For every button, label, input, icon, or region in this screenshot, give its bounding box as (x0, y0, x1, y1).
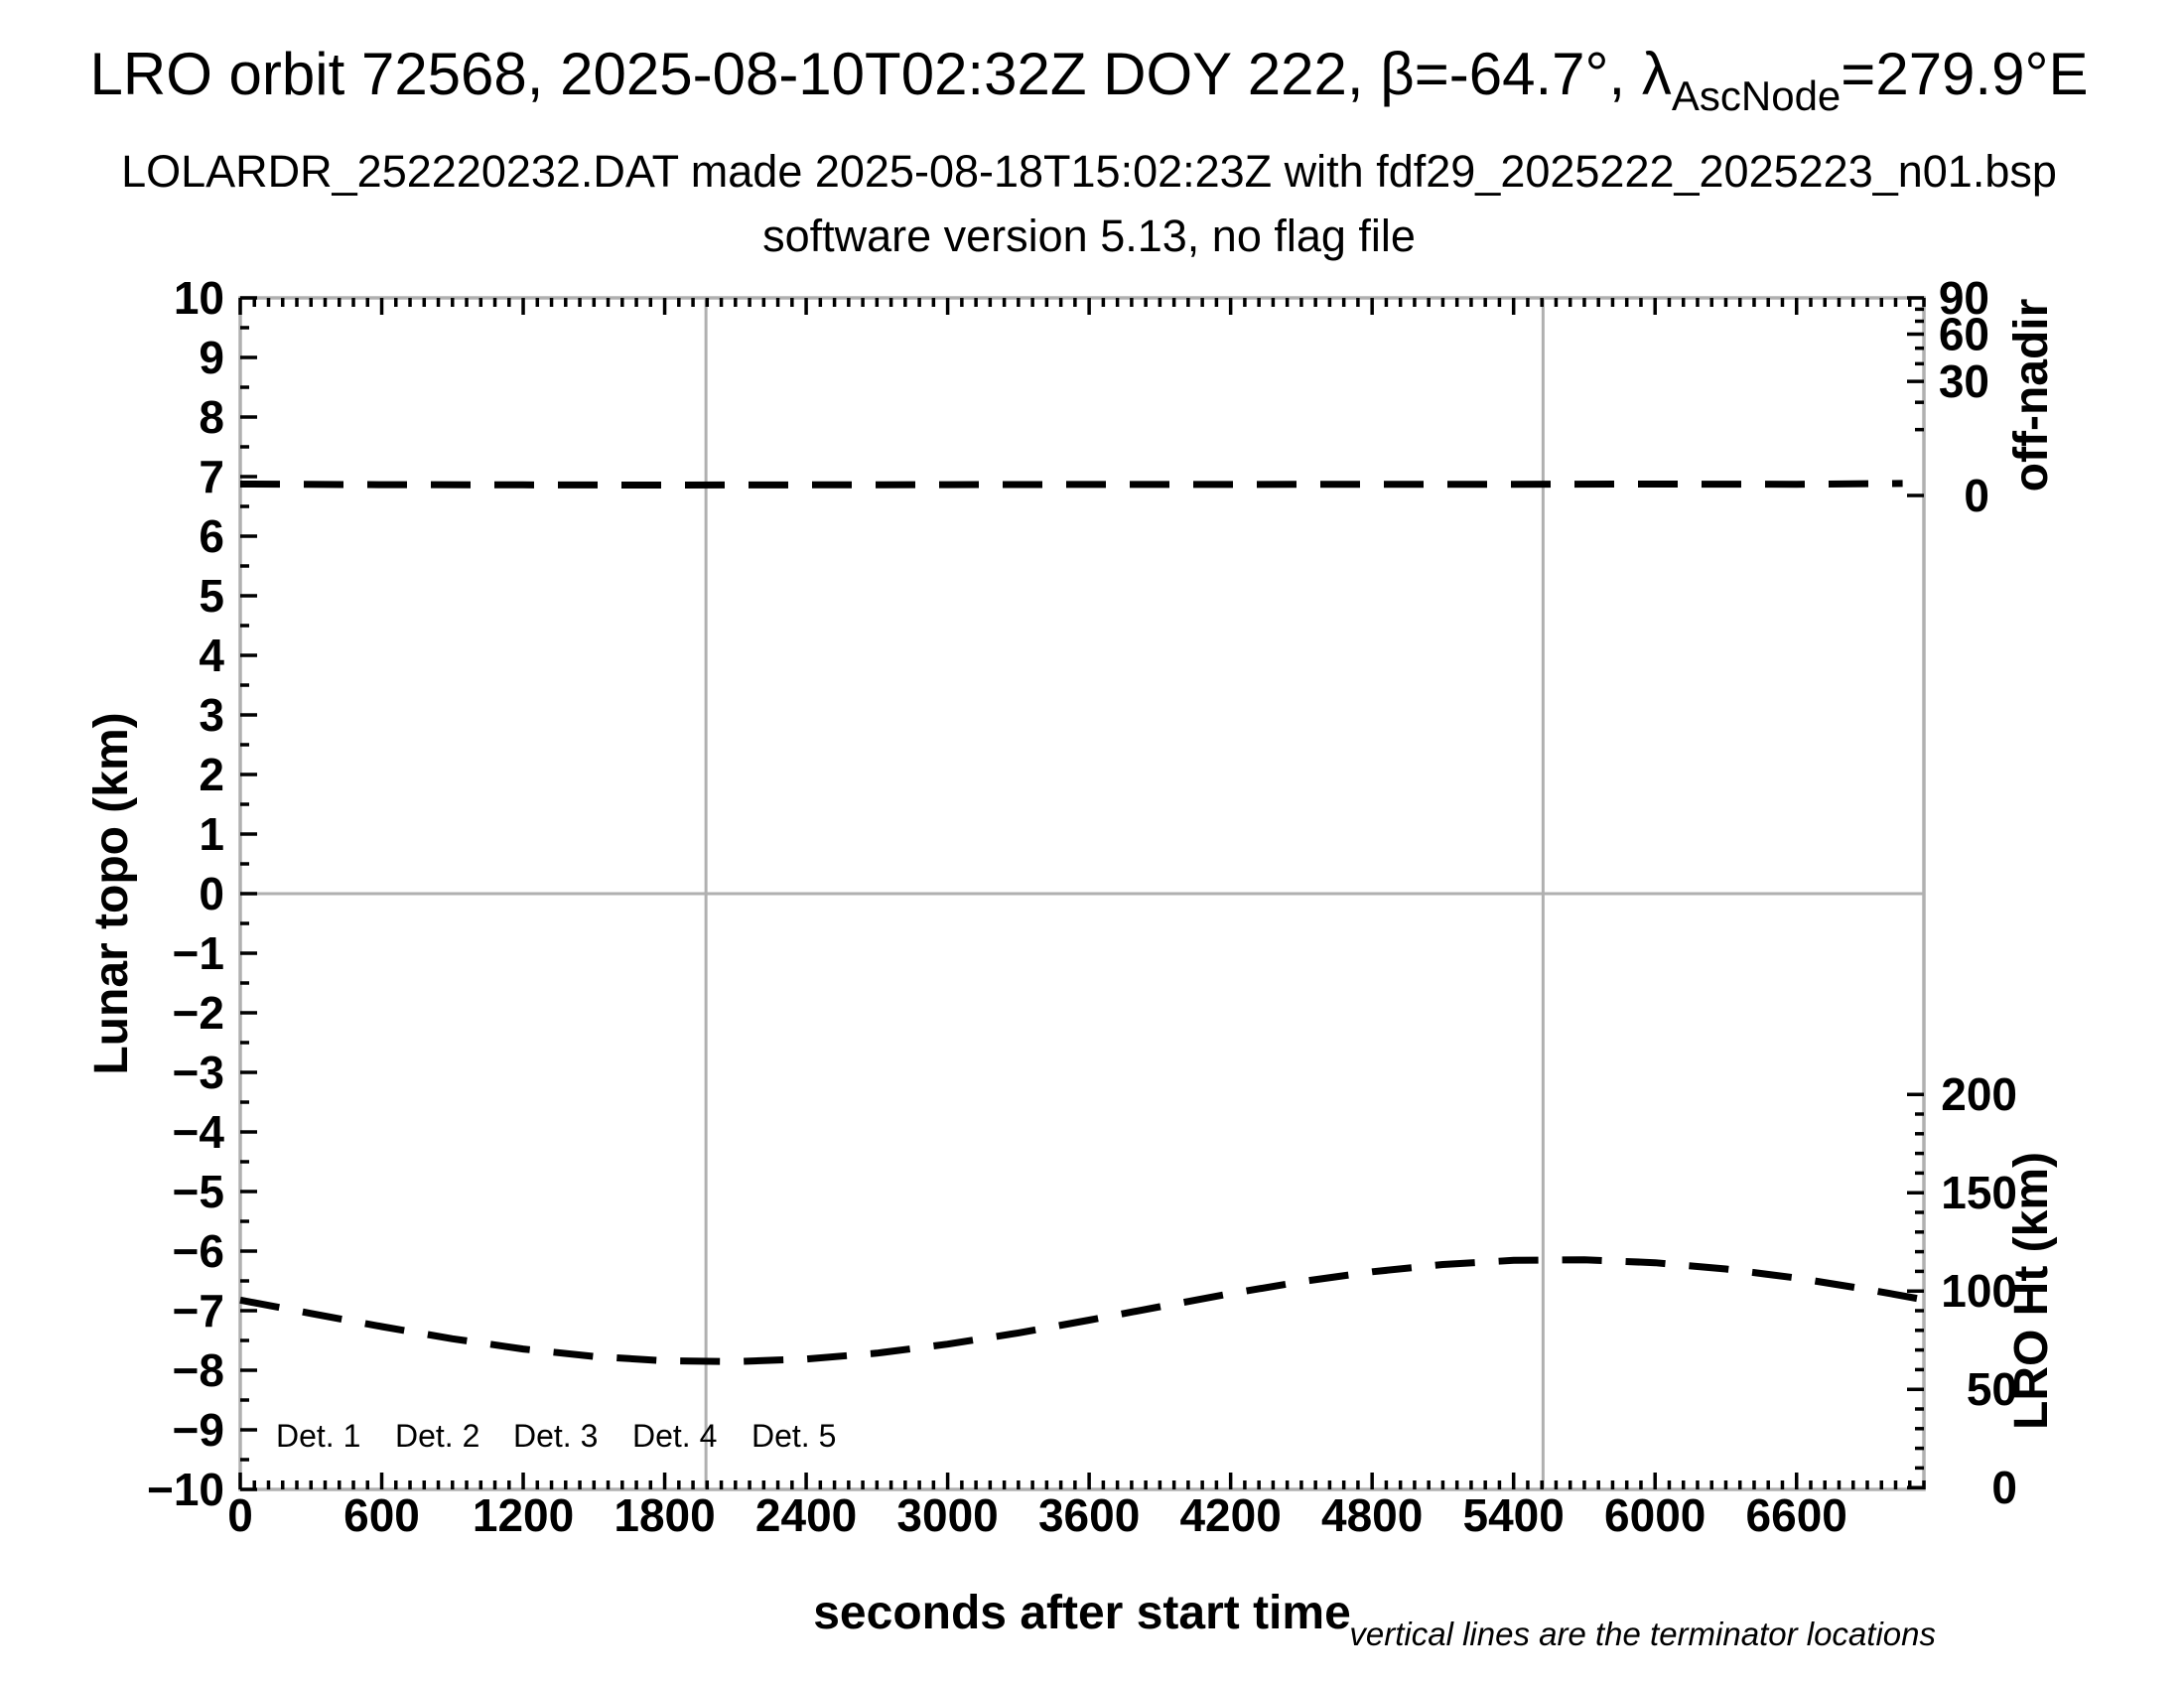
y-axis-title-off-nadir: off-nadir (2005, 299, 2058, 492)
y-left-tick-label: −4 (173, 1106, 225, 1158)
y-left-tick-label: −10 (147, 1464, 224, 1515)
legend-item-det-1: Det. 1 (276, 1418, 360, 1454)
x-tick-label: 0 (227, 1489, 253, 1541)
legend: Det. 1 Det. 2 Det. 3 Det. 4 Det. 5 (276, 1418, 836, 1454)
x-tick-label: 4800 (1321, 1489, 1423, 1541)
off-nadir-tick-label: 0 (1964, 470, 1989, 521)
x-tick-label: 6000 (1604, 1489, 1706, 1541)
terminator-footnote: vertical lines are the terminator locati… (1349, 1616, 1936, 1652)
y-left-tick-label: 5 (199, 570, 224, 622)
chart-subtitle: LOLARDR_252220232.DAT made 2025-08-18T15… (121, 146, 2057, 197)
x-axis-title: seconds after start time (813, 1587, 1351, 1639)
chart-title-main: LRO orbit 72568, 2025-08-10T02:32Z DOY 2… (90, 41, 1672, 107)
y-left-tick-label: 3 (199, 689, 224, 741)
tick-labels-layer: 0 600 1200 1800 2400 3000 3600 4200 4800 5400 6000… (147, 272, 2017, 1541)
y-left-tick-label: 8 (199, 391, 224, 443)
off-nadir-tick-label: 60 (1939, 309, 1989, 360)
y-left-tick-label: −6 (173, 1225, 224, 1277)
y-left-tick-label: 9 (199, 332, 224, 383)
y-left-tick-label: −9 (173, 1404, 224, 1456)
x-tick-label: 4200 (1179, 1489, 1281, 1541)
ticks-layer (238, 296, 1926, 1491)
y-left-tick-label: 2 (199, 749, 224, 800)
lro-height-curve (239, 1256, 1925, 1365)
y-left-tick-label: 7 (199, 451, 224, 502)
y-left-tick-label: −5 (173, 1166, 224, 1217)
plot-frame-layer (238, 296, 1926, 1491)
lro-ht-tick-label: 100 (1941, 1265, 2017, 1317)
x-tick-label: 1200 (473, 1489, 574, 1541)
y-left-tick-label: 1 (199, 808, 224, 860)
y-axis-title-lro-ht: LRO Ht (km) (2005, 1152, 2058, 1430)
y-left-tick-label: −1 (173, 927, 224, 979)
x-tick-label: 6600 (1746, 1489, 1847, 1541)
lro-ht-tick-label: 200 (1941, 1068, 2017, 1120)
legend-item-det-5: Det. 5 (751, 1418, 836, 1454)
off-nadir-curve (239, 480, 1903, 489)
x-tick-label: 3600 (1038, 1489, 1140, 1541)
y-left-tick-label: −2 (173, 987, 224, 1039)
x-tick-label: 2400 (755, 1489, 857, 1541)
x-tick-label: 1800 (614, 1489, 715, 1541)
x-tick-label: 3000 (896, 1489, 998, 1541)
y-axis-title-left: Lunar topo (km) (85, 712, 138, 1074)
legend-item-det-3: Det. 3 (513, 1418, 598, 1454)
y-left-tick-label: 10 (174, 272, 224, 324)
y-left-tick-label: 4 (199, 630, 224, 681)
lro-ht-tick-label: 150 (1941, 1167, 2017, 1218)
chart-title: LRO orbit 72568, 2025-08-10T02:32Z DOY 2… (90, 41, 2089, 119)
chart-title-suffix: =279.9°E (1841, 41, 2088, 107)
chart-software-line: software version 5.13, no flag file (762, 211, 1416, 261)
chart-title-subscript: AscNode (1672, 72, 1841, 119)
legend-item-det-4: Det. 4 (632, 1418, 717, 1454)
y-left-tick-label: −8 (173, 1344, 224, 1396)
y-left-tick-label: −7 (173, 1285, 224, 1336)
lro-ht-tick-label: 0 (1991, 1462, 2017, 1513)
x-tick-label: 5400 (1463, 1489, 1565, 1541)
y-left-tick-label: −3 (173, 1047, 224, 1098)
legend-item-det-2: Det. 2 (395, 1418, 479, 1454)
y-left-tick-label: 0 (199, 868, 224, 919)
off-nadir-tick-label: 30 (1939, 355, 1989, 407)
lro-ht-tick-label: 50 (1967, 1363, 2017, 1415)
off-nadir-tick-label: 90 (1939, 272, 1989, 324)
curves-layer (239, 480, 1925, 1365)
x-tick-label: 600 (343, 1489, 420, 1541)
y-left-tick-label: 6 (199, 510, 224, 562)
